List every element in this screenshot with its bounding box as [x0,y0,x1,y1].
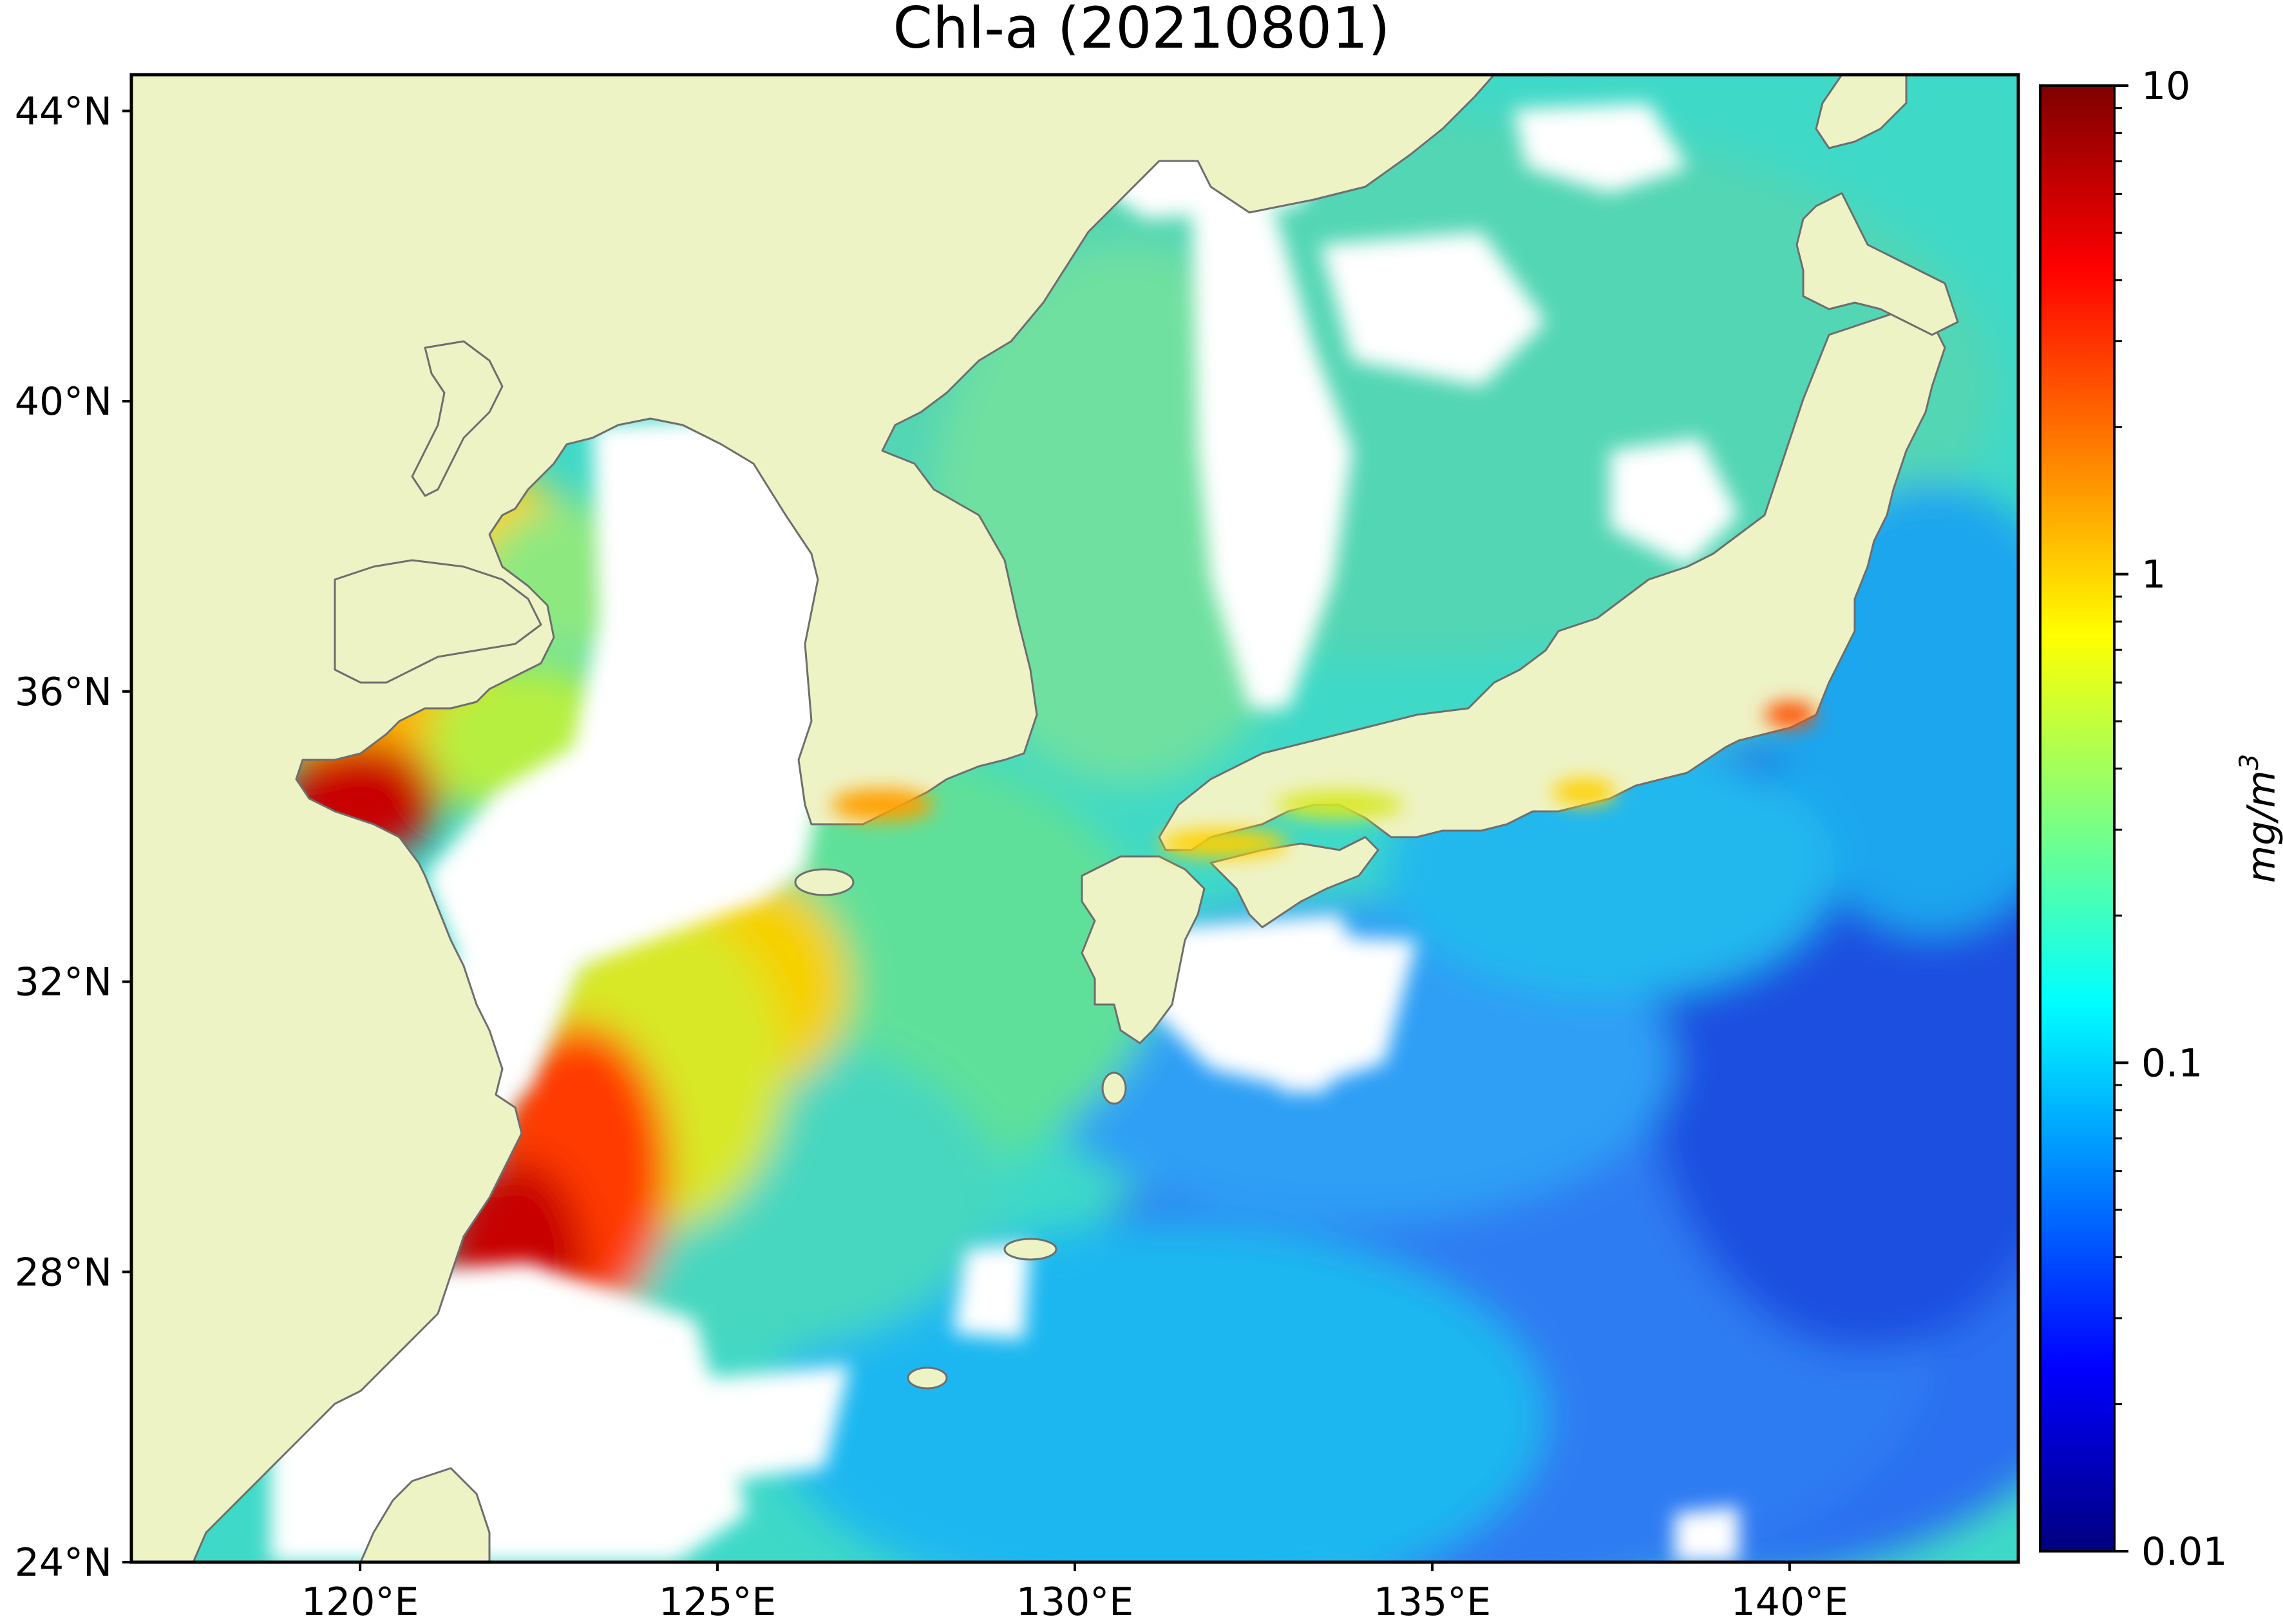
colorbar-tick-label: 0.01 [2141,1529,2228,1574]
liaodong-peninsula [411,340,504,497]
map-area [131,75,2018,1562]
colorbar-frame [2039,84,2116,1553]
colorbar: 10 1 0.1 0.01 mg/m3 [2039,64,2283,1574]
colorbar-tick-label: 0.1 [2141,1041,2202,1086]
hokkaido [1795,192,1959,336]
okinawa-island [907,1366,948,1390]
colorbar-tick-label: 10 [2141,64,2190,109]
colorbar-ticks: 10 1 0.1 0.01 [2114,64,2228,1574]
colorbar-unit-label: mg/m3 [2235,754,2283,883]
no-data-areas [270,90,1739,1562]
asian-mainland [131,75,1495,1562]
lon-tick-label: 130°E [1016,1580,1133,1624]
jeju-island [794,868,855,896]
sakhalin [1815,75,1908,149]
latitude-ticks: 24°N 28°N 32°N 36°N 40°N 44°N [15,89,131,1585]
chlorophyll-field [167,116,2018,1562]
lat-tick-label: 44°N [15,89,112,134]
lon-tick-label: 125°E [659,1580,776,1624]
lat-tick-label: 40°N [15,379,112,424]
lon-tick-label: 140°E [1731,1580,1848,1624]
amami-island [1003,1238,1057,1261]
shandong-peninsula [334,559,542,684]
lat-tick-label: 32°N [15,960,112,1005]
taiwan [359,1467,491,1562]
shikoku [1209,836,1379,929]
coastal-bloom [831,702,1816,858]
longitude-ticks: 120°E 125°E 130°E 135°E 140°E [301,1562,1848,1624]
colorbar-tick-label: 1 [2141,552,2166,598]
colorbar-gradient [2040,86,2114,1551]
lat-tick-label: 36°N [15,670,112,715]
map-title: Chl-a (20210801) [893,0,1390,61]
kyushu [1081,855,1206,1044]
tanegashima-island [1101,1072,1127,1105]
lat-tick-label: 24°N [15,1540,112,1585]
lon-tick-label: 120°E [301,1580,419,1624]
land [131,75,1959,1562]
honshu [1158,308,1946,851]
lon-tick-label: 135°E [1374,1580,1491,1624]
lat-tick-label: 28°N [15,1250,112,1295]
